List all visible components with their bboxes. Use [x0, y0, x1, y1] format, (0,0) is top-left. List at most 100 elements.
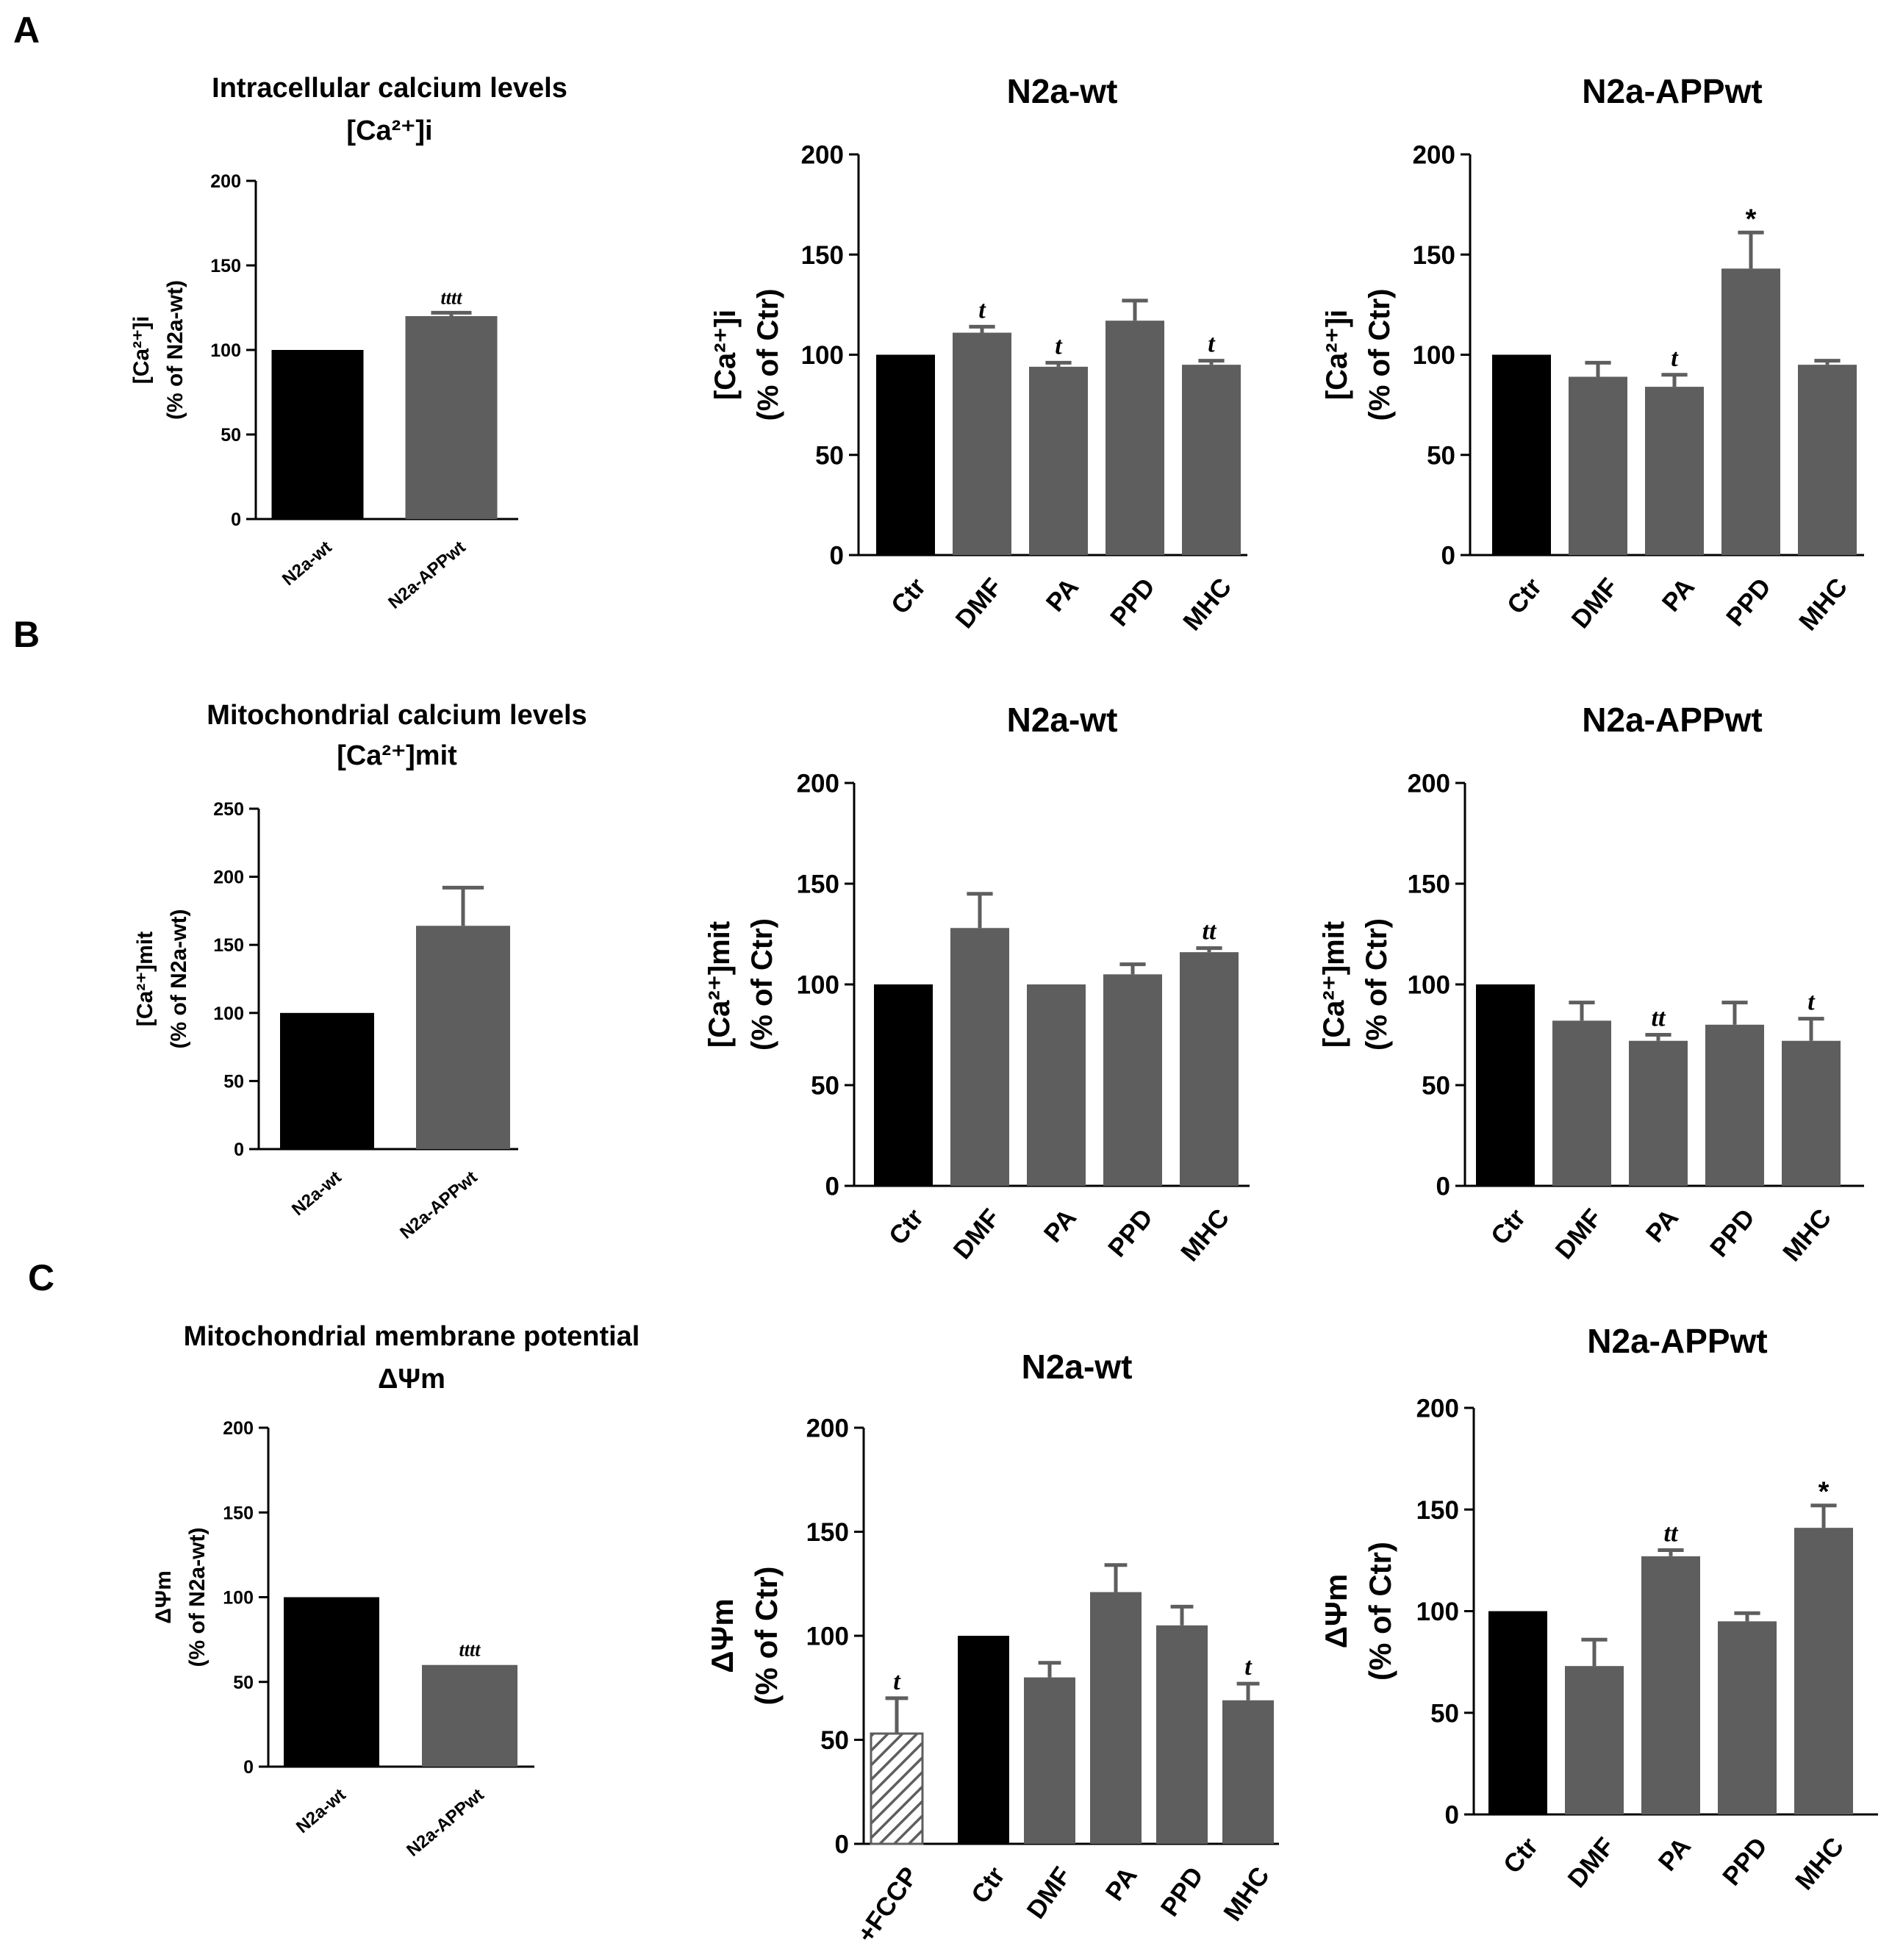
charts-layer: Intracellular calcium levels [Ca²⁺]i 0 50 10… — [129, 72, 1878, 1948]
bar-mhc — [1180, 952, 1239, 1186]
chart-title: N2a-wt — [1022, 1348, 1133, 1386]
y-tick-label: 50 — [221, 425, 241, 446]
bar-ctr — [874, 984, 933, 1186]
y-tick-label: 100 — [1416, 1598, 1459, 1626]
x-category-label: PPD — [1721, 573, 1777, 632]
y-tick-label: 200 — [223, 1418, 254, 1439]
y-axis-unit-label: (% of Ctr) — [1361, 918, 1393, 1051]
y-axis-label: [Ca²⁺]mit — [1318, 921, 1350, 1048]
y-tick-label: 200 — [213, 868, 244, 888]
x-category-label: N2a-wt — [279, 537, 336, 590]
bar-mhc — [1794, 1528, 1853, 1814]
significance-label: t — [1055, 332, 1063, 360]
bar-dmf — [1024, 1677, 1075, 1844]
y-tick-label: 100 — [210, 340, 241, 361]
x-category-label: PA — [1653, 1832, 1696, 1876]
y-tick-label: 250 — [213, 799, 244, 820]
bar-ppd — [1156, 1625, 1208, 1844]
chart-a2: N2a-wt 0 50 100 150 200 [Ca²⁺]i (% of Ctr) Ctr t D… — [709, 72, 1247, 636]
panel-letter-b: B — [13, 614, 40, 655]
bar-ctr — [876, 354, 935, 555]
bar-ctr — [1488, 1611, 1547, 1814]
bar-dmf — [953, 332, 1011, 555]
x-category-label: PPD — [1103, 1203, 1158, 1262]
significance-label: * — [1818, 1477, 1830, 1508]
y-tick-label: 50 — [1430, 1699, 1459, 1728]
chart-subtitle: [Ca²⁺]mit — [337, 740, 457, 771]
y-tick-label: 100 — [213, 1004, 244, 1024]
bar-ppd — [1705, 1024, 1764, 1186]
x-category-label: Ctr — [1486, 1203, 1532, 1251]
y-tick-label: 0 — [830, 542, 844, 571]
y-tick-label: 0 — [1441, 542, 1455, 571]
chart-title: Intracellular calcium levels — [212, 73, 567, 104]
significance-label: t — [1208, 331, 1216, 358]
y-axis-label: ΔΨm — [705, 1598, 739, 1673]
significance-label: t — [1807, 989, 1816, 1016]
y-tick-label: 100 — [223, 1588, 254, 1609]
x-category-label: PA — [1657, 573, 1700, 617]
x-category-label: MHC — [1218, 1861, 1275, 1926]
y-tick-label: 100 — [806, 1623, 849, 1651]
bar-dmf — [1569, 376, 1627, 555]
y-axis-label: [Ca²⁺]mit — [703, 921, 736, 1048]
x-category-label: N2a-APPwt — [403, 1785, 487, 1861]
y-tick-label: 100 — [797, 971, 839, 1000]
y-axis-unit-label: (% of Ctr) — [749, 1567, 784, 1706]
chart-c1: Mitochondrial membrane potential ΔΨm 0 50 10… — [151, 1321, 639, 1861]
chart-subtitle: ΔΨm — [378, 1364, 445, 1395]
y-tick-label: 0 — [1436, 1173, 1450, 1201]
y-tick-label: 200 — [801, 141, 844, 170]
significance-label: tt — [1652, 1005, 1666, 1032]
bar-n2aappwt — [422, 1664, 517, 1767]
bar-ppd — [1106, 321, 1164, 555]
x-category-label: PA — [1100, 1861, 1143, 1906]
y-axis-label: [Ca²⁺]i — [129, 316, 154, 385]
y-tick-label: 0 — [825, 1173, 839, 1201]
y-axis-unit-label: (% of Ctr) — [1363, 1542, 1397, 1681]
x-category-label: MHC — [1777, 1203, 1837, 1267]
y-tick-label: 150 — [1408, 870, 1450, 899]
significance-label: tt — [1664, 1520, 1679, 1548]
chart-title: N2a-APPwt — [1582, 72, 1762, 110]
chart-b1: Mitochondrial calcium levels [Ca²⁺]mit 0 50… — [133, 700, 587, 1243]
y-tick-label: 100 — [1413, 341, 1455, 370]
chart-title: Mitochondrial membrane potential — [184, 1321, 640, 1352]
y-tick-label: 150 — [1416, 1496, 1459, 1525]
chart-c3: N2a-APPwt 0 50 100 150 200 ΔΨm (% of Ctr) Ctr DMF… — [1319, 1322, 1878, 1895]
chart-title: N2a-wt — [1007, 72, 1118, 110]
bar-ctr — [1492, 354, 1551, 555]
bar-n2awt — [280, 1012, 374, 1149]
chart-title: N2a-wt — [1007, 701, 1118, 739]
x-category-label: MHC — [1794, 573, 1853, 636]
chart-title: Mitochondrial calcium levels — [207, 700, 587, 731]
bar-pa — [1645, 387, 1704, 555]
chart-b3: N2a-APPwt 0 50 100 150 200 [Ca²⁺]mit (% of Ctr)… — [1318, 701, 1864, 1267]
x-category-label: PPD — [1105, 573, 1161, 632]
y-axis-label: [Ca²⁺]i — [709, 310, 742, 400]
x-category-label: MHC — [1178, 573, 1237, 636]
y-tick-label: 200 — [1416, 1395, 1459, 1423]
bar-n2awt — [271, 350, 364, 519]
bar-ctr — [958, 1636, 1009, 1844]
chart-a1: Intracellular calcium levels [Ca²⁺]i 0 50 10… — [129, 73, 567, 613]
y-tick-label: 150 — [223, 1503, 254, 1523]
x-category-label: N2a-wt — [293, 1785, 350, 1837]
significance-label: tt — [1203, 918, 1217, 945]
y-tick-label: 100 — [801, 341, 844, 370]
y-tick-label: 50 — [815, 441, 844, 470]
bar-mhc — [1798, 365, 1857, 555]
y-tick-label: 200 — [1413, 141, 1455, 170]
bar-pa — [1090, 1592, 1142, 1844]
x-category-label: +FCCP — [852, 1861, 924, 1948]
significance-label: tttt — [459, 1639, 481, 1661]
x-category-label: PPD — [1705, 1203, 1760, 1262]
bar-ppd — [1721, 268, 1780, 555]
y-tick-label: 50 — [233, 1673, 254, 1693]
chart-a3: N2a-APPwt 0 50 100 150 200 [Ca²⁺]i (% of Ctr) Ct… — [1321, 72, 1864, 636]
y-tick-label: 100 — [1408, 971, 1450, 1000]
y-axis-label: [Ca²⁺]i — [1321, 310, 1353, 400]
y-tick-label: 0 — [234, 1140, 244, 1160]
significance-label: t — [978, 296, 986, 323]
x-category-label: Ctr — [966, 1861, 1011, 1909]
